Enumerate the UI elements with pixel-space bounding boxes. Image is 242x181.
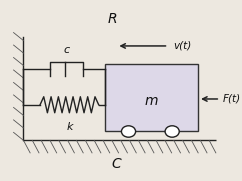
Circle shape xyxy=(165,126,179,137)
Circle shape xyxy=(121,126,136,137)
Text: v(t): v(t) xyxy=(173,41,191,51)
Text: F(t): F(t) xyxy=(222,94,241,104)
Text: m: m xyxy=(145,94,159,108)
Text: C: C xyxy=(112,157,121,171)
Text: k: k xyxy=(66,122,73,132)
Bar xyxy=(105,64,198,131)
Text: c: c xyxy=(64,45,70,55)
Text: R: R xyxy=(107,12,117,26)
